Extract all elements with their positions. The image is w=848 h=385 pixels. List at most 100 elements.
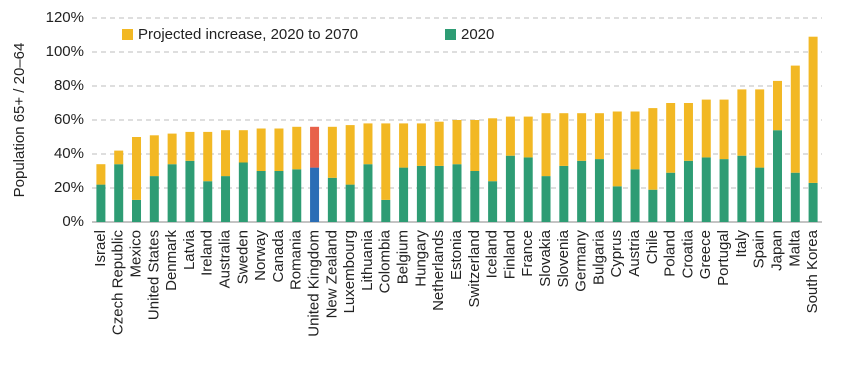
x-tick-label: Poland xyxy=(662,230,679,277)
bar-segment xyxy=(114,164,124,222)
bar-segment xyxy=(541,113,551,177)
bar-segment xyxy=(132,199,142,222)
y-tick-label: 0% xyxy=(62,213,84,230)
x-tick-label: Switzerland xyxy=(466,230,483,308)
bar-segment xyxy=(274,171,284,222)
x-tick-label: Ireland xyxy=(199,230,216,276)
bar-segment xyxy=(737,155,747,222)
x-tick-label: Portugal xyxy=(715,230,732,286)
bar-segment xyxy=(470,120,480,171)
legend-swatch xyxy=(445,29,456,40)
bar-segment xyxy=(755,167,765,222)
bar-segment xyxy=(149,135,159,177)
x-tick-label: Germany xyxy=(573,230,590,292)
bar-segment xyxy=(345,184,355,222)
bar-segment xyxy=(470,171,480,222)
bar-segment xyxy=(648,108,658,190)
bar-segment xyxy=(292,126,302,170)
bar-segment xyxy=(221,176,231,222)
bar-segment xyxy=(203,181,213,222)
bar-segment xyxy=(701,99,711,158)
bar-segment xyxy=(221,130,231,177)
x-tick-label: Norway xyxy=(252,230,269,281)
x-tick-label: Denmark xyxy=(163,230,180,291)
x-tick-label: Netherlands xyxy=(430,230,447,311)
bar-segment xyxy=(256,171,266,222)
bar-segment xyxy=(648,189,658,222)
bar-segment xyxy=(737,89,747,156)
x-tick-label: United Kingdom xyxy=(306,230,323,337)
bar-segment xyxy=(577,160,587,222)
y-tick-label: 100% xyxy=(46,43,84,60)
bar-segment xyxy=(808,36,818,183)
x-tick-label: Luxembourg xyxy=(341,230,358,313)
bar-segment xyxy=(167,133,177,165)
x-tick-label: Lithuania xyxy=(359,229,376,291)
bar-segment xyxy=(363,123,373,165)
bar-segment xyxy=(790,172,800,222)
x-tick-label: United States xyxy=(145,230,162,320)
x-tick-label: Slovenia xyxy=(555,229,572,287)
bar-segment xyxy=(683,103,693,161)
legend-label: 2020 xyxy=(461,26,494,43)
y-tick-label: 120% xyxy=(46,9,84,26)
bar-segment xyxy=(327,126,337,178)
bar-segment xyxy=(505,116,515,156)
y-tick-label: 40% xyxy=(54,145,84,162)
bar-segment xyxy=(755,89,765,168)
bar-segment xyxy=(132,137,142,200)
bar-segment xyxy=(790,65,800,173)
bar-segment xyxy=(808,182,818,222)
bar-segment xyxy=(399,167,409,222)
y-tick-label: 80% xyxy=(54,77,84,94)
legend-swatch xyxy=(122,29,133,40)
bar-segment xyxy=(114,150,124,165)
bar-segment xyxy=(274,128,284,171)
bar-segment xyxy=(96,164,106,185)
bar-segment xyxy=(238,162,248,222)
x-tick-label: Iceland xyxy=(484,230,501,278)
bar-segment xyxy=(612,111,622,187)
bar-segment xyxy=(327,177,337,222)
bar-segment xyxy=(434,121,444,166)
bar-segment xyxy=(363,164,373,222)
bar-segment xyxy=(772,80,782,131)
bar-segment xyxy=(577,113,587,161)
x-tick-label: Spain xyxy=(751,230,768,268)
x-tick-label: Hungary xyxy=(412,230,429,287)
bar-segment xyxy=(381,199,391,222)
x-tick-label: Belgium xyxy=(395,230,412,284)
x-tick-label: South Korea xyxy=(804,229,821,313)
legend-label: Projected increase, 2020 to 2070 xyxy=(138,26,358,43)
bar-segment xyxy=(683,160,693,222)
bar-segment xyxy=(416,123,426,166)
bar-segment xyxy=(345,125,355,185)
bar-segment xyxy=(203,131,213,182)
bar-segment xyxy=(167,164,177,222)
bar-segment xyxy=(701,157,711,222)
bar-segment xyxy=(666,103,676,173)
bar-segment xyxy=(434,165,444,222)
x-tick-label: Colombia xyxy=(377,229,394,293)
bar-segment xyxy=(666,172,676,222)
bar-segment xyxy=(719,99,729,160)
bar-segment xyxy=(381,123,391,200)
bar-segment xyxy=(238,130,248,163)
x-tick-label: Estonia xyxy=(448,229,465,280)
x-tick-label: Mexico xyxy=(127,230,144,278)
x-tick-label: Romania xyxy=(288,229,305,290)
bar-segment xyxy=(594,159,604,222)
x-tick-label: Italy xyxy=(733,230,750,258)
x-tick-label: Austria xyxy=(626,229,643,276)
x-tick-label: Australia xyxy=(217,229,234,288)
bar-segment xyxy=(488,118,498,182)
x-tick-label: Finland xyxy=(501,230,518,279)
bar-segment xyxy=(488,181,498,222)
bar-segment xyxy=(185,160,195,222)
x-tick-label: Czech Republic xyxy=(110,230,127,336)
bar-segment xyxy=(719,159,729,222)
bar-segment xyxy=(523,157,533,222)
bar-segment xyxy=(96,184,106,222)
x-tick-label: Slovakia xyxy=(537,229,554,286)
bar-segment xyxy=(541,176,551,222)
